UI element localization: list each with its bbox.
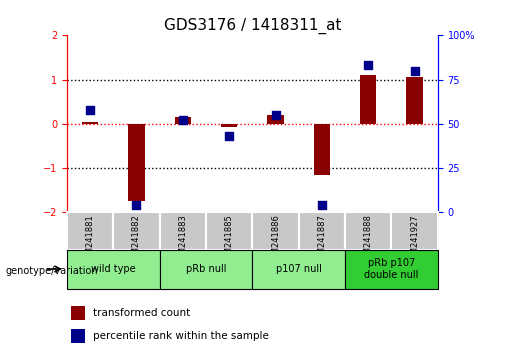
Text: GSM241885: GSM241885 xyxy=(225,214,234,265)
Bar xyxy=(314,124,330,175)
Text: pRb null: pRb null xyxy=(186,264,226,274)
Text: p107 null: p107 null xyxy=(276,264,322,274)
Text: GSM241887: GSM241887 xyxy=(317,214,327,265)
Text: percentile rank within the sample: percentile rank within the sample xyxy=(93,331,269,341)
Point xyxy=(318,202,326,208)
Bar xyxy=(221,124,237,127)
Point xyxy=(179,118,187,123)
Bar xyxy=(391,212,438,250)
Bar xyxy=(406,78,423,124)
Bar xyxy=(360,75,376,124)
Point xyxy=(410,68,419,74)
Bar xyxy=(71,330,85,343)
Bar xyxy=(175,117,191,124)
Text: GSM241927: GSM241927 xyxy=(410,214,419,265)
Bar xyxy=(299,212,345,250)
Bar xyxy=(267,115,284,124)
Bar xyxy=(82,122,98,124)
Bar xyxy=(128,124,145,201)
Text: GSM241886: GSM241886 xyxy=(271,214,280,265)
Bar xyxy=(206,212,252,250)
Text: pRb p107
double null: pRb p107 double null xyxy=(364,258,419,280)
Bar xyxy=(67,250,160,289)
Text: genotype/variation: genotype/variation xyxy=(5,266,98,276)
Text: GSM241883: GSM241883 xyxy=(178,214,187,265)
Text: GSM241881: GSM241881 xyxy=(85,214,95,265)
Bar xyxy=(160,250,252,289)
Bar xyxy=(160,212,206,250)
Point xyxy=(271,112,280,118)
Bar xyxy=(252,250,345,289)
Point xyxy=(86,107,94,113)
Bar xyxy=(67,212,113,250)
Text: GSM241882: GSM241882 xyxy=(132,214,141,265)
Text: GSM241888: GSM241888 xyxy=(364,214,373,265)
Point xyxy=(364,63,372,68)
Point xyxy=(132,202,141,208)
Title: GDS3176 / 1418311_at: GDS3176 / 1418311_at xyxy=(164,18,341,34)
Text: transformed count: transformed count xyxy=(93,308,190,318)
Bar xyxy=(345,250,438,289)
Bar xyxy=(71,307,85,320)
Point xyxy=(225,133,233,139)
Bar xyxy=(345,212,391,250)
Bar xyxy=(113,212,160,250)
Bar xyxy=(252,212,299,250)
Text: wild type: wild type xyxy=(91,264,135,274)
